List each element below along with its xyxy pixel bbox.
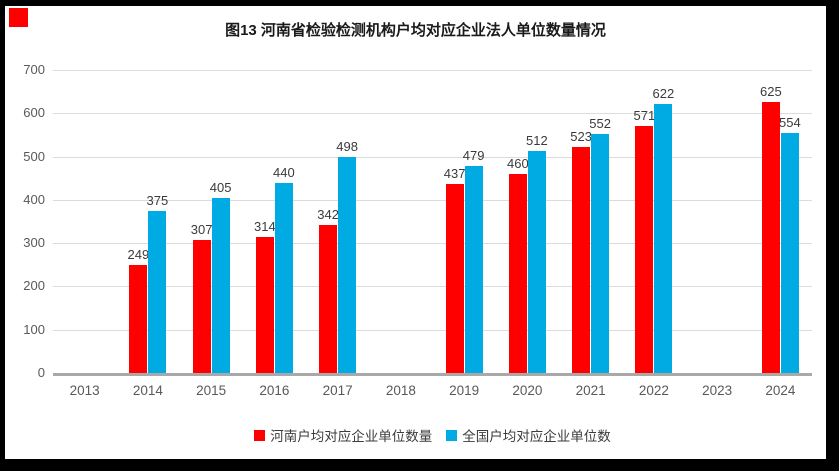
- bar-value-henan-2019: 437: [443, 165, 466, 181]
- bar-value-henan-2017: 342: [317, 206, 339, 222]
- bar-value-henan-2024: 625: [760, 84, 782, 100]
- bar-value-national-2014: 375: [146, 192, 169, 208]
- bar-henan-2022: [635, 125, 654, 373]
- y-tick-label-700: 700: [23, 62, 45, 77]
- bar-national-2024: [780, 133, 799, 373]
- plot-area: 0 100 200 300 400 500 600 700 249 375 307 405 314 440…: [23, 62, 812, 380]
- chart-canvas: 图13 河南省检验检测机构户均对应企业法人单位数量情况 0 100 200 300 40…: [5, 6, 826, 459]
- y-tick-label-400: 400: [23, 191, 45, 207]
- bar-national-2014: [148, 210, 167, 373]
- gridline-700: [53, 70, 812, 71]
- gridline-400: [53, 199, 812, 201]
- bar-value-national-2019: 479: [462, 147, 485, 163]
- bar-value-henan-2020: 460: [507, 155, 529, 171]
- bar-national-2016: [274, 182, 293, 373]
- x-axis-label-2013: 2013: [69, 383, 100, 398]
- bar-henan-2015: [192, 240, 211, 373]
- legend-swatch-henan: [254, 429, 266, 441]
- bar-national-2022: [654, 103, 673, 373]
- bar-national-2021: [591, 134, 610, 373]
- gridline-600: [53, 113, 812, 115]
- bar-henan-2017: [319, 224, 338, 373]
- y-tick-label-100: 100: [23, 321, 45, 337]
- x-axis-label-2024: 2024: [765, 383, 796, 398]
- x-axis-line: [53, 373, 812, 376]
- bar-national-2019: [464, 165, 483, 373]
- x-axis-labels: 2013 2014 2015 2016 2017 2018 2019 2020 2021 2022…: [53, 383, 812, 398]
- legend: 河南户均对应企业单位数量 全国户均对应企业单位数: [53, 425, 812, 445]
- bar-value-national-2020: 512: [526, 133, 548, 149]
- legend-label-national: 全国户均对应企业单位数: [462, 429, 611, 444]
- gridline-500: [53, 156, 812, 158]
- gridline-300: [53, 243, 812, 245]
- gridline-200: [53, 286, 812, 288]
- bar-value-henan-2022: 571: [633, 107, 656, 123]
- x-axis-label-2017: 2017: [322, 383, 353, 398]
- bar-henan-2024: [761, 102, 780, 373]
- bar-henan-2021: [572, 146, 591, 373]
- bar-henan-2020: [508, 173, 527, 373]
- bar-henan-2019: [445, 183, 464, 373]
- y-tick-label-600: 600: [23, 105, 45, 121]
- x-axis-label-2023: 2023: [702, 383, 733, 398]
- bar-henan-2014: [129, 265, 148, 373]
- y-tick-label-500: 500: [23, 148, 45, 164]
- bar-value-henan-2016: 314: [254, 219, 276, 235]
- bar-value-national-2021: 552: [589, 116, 611, 132]
- y-tick-label-200: 200: [23, 278, 45, 294]
- bar-national-2017: [338, 157, 357, 373]
- gridline-100: [53, 329, 812, 331]
- bar-value-henan-2014: 249: [127, 247, 150, 263]
- bar-national-2020: [527, 151, 546, 373]
- bar-value-national-2016: 440: [273, 164, 295, 180]
- x-axis-label-2015: 2015: [196, 383, 227, 398]
- x-axis-label-2020: 2020: [512, 383, 543, 398]
- y-tick-label-0: 0: [37, 365, 45, 380]
- bar-value-henan-2021: 523: [570, 128, 592, 144]
- x-axis-label-2018: 2018: [385, 383, 416, 398]
- y-tick-label-300: 300: [23, 235, 45, 251]
- bar-value-national-2015: 405: [209, 179, 232, 195]
- x-axis-label-2016: 2016: [259, 383, 290, 398]
- bar-value-henan-2015: 307: [190, 222, 213, 238]
- legend-swatch-national: [446, 429, 458, 441]
- bar-value-national-2024: 554: [779, 115, 801, 131]
- bar-henan-2016: [255, 237, 274, 373]
- bar-national-2015: [211, 197, 230, 373]
- bar-value-national-2017: 498: [336, 139, 358, 155]
- x-axis-label-2014: 2014: [132, 383, 163, 398]
- legend-item-national: 全国户均对应企业单位数: [446, 425, 611, 445]
- x-axis-label-2019: 2019: [449, 383, 480, 398]
- red-corner-marker: [9, 8, 28, 27]
- x-axis-label-2022: 2022: [638, 383, 669, 398]
- bar-value-national-2022: 622: [652, 85, 675, 101]
- legend-item-henan: 河南户均对应企业单位数量: [254, 425, 432, 445]
- x-axis-label-2021: 2021: [575, 383, 606, 398]
- chart-title: 图13 河南省检验检测机构户均对应企业法人单位数量情况: [225, 22, 606, 39]
- legend-label-henan: 河南户均对应企业单位数量: [270, 429, 433, 444]
